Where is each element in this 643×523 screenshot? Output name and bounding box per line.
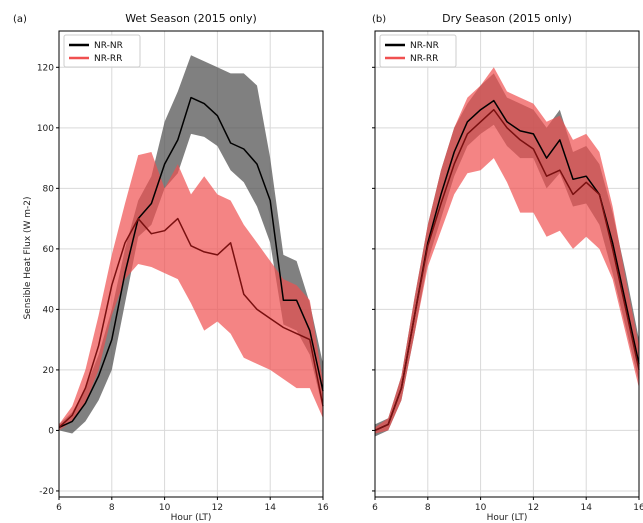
panel-tag: (b) <box>372 14 386 25</box>
x-tick-label: 16 <box>633 503 643 513</box>
x-tick-label: 12 <box>528 503 539 513</box>
x-tick-label: 12 <box>212 503 223 513</box>
series-line-rr <box>58 217 324 428</box>
x-tick-label: 16 <box>317 503 329 513</box>
x-tick-label: 8 <box>109 503 115 513</box>
legend-label-rr: NR-RR <box>410 54 438 64</box>
series-band-nr <box>59 55 323 434</box>
legend-label-rr: NR-RR <box>94 54 122 64</box>
panel-tag: (a) <box>13 14 27 25</box>
x-tick-label: 6 <box>372 503 378 513</box>
panel-dry-season: 6 8 10 12 14 16 Dry Season (2015 only) (b) Hour … <box>372 12 643 523</box>
y-tick-label: 0 <box>48 426 54 436</box>
x-tick-label: 14 <box>580 503 592 513</box>
y-tick-label: 40 <box>43 305 55 315</box>
series-band-rr <box>59 152 323 431</box>
series-line-rr <box>374 108 640 432</box>
x-tick-label: 10 <box>159 503 171 513</box>
x-tick-label: 6 <box>56 503 62 513</box>
y-tick-label: 100 <box>37 124 54 134</box>
x-tick-label: 14 <box>264 503 276 513</box>
y-tick-label: -20 <box>39 487 54 497</box>
series-band-rr <box>375 67 639 434</box>
chart-title: Dry Season (2015 only) <box>442 12 572 25</box>
plot-frame <box>374 30 640 498</box>
plot-frame <box>58 30 324 498</box>
x-tick-label: 8 <box>425 503 431 513</box>
chart-title: Wet Season (2015 only) <box>125 12 257 25</box>
series-line-nr <box>58 96 324 429</box>
x-axis-label: Hour (LT) <box>171 513 212 523</box>
x-axis-label: Hour (LT) <box>487 513 528 523</box>
panel-wet-season: 6 8 10 12 14 16 -20 0 20 40 60 80 100 120 Wet Season (… <box>13 12 329 523</box>
y-tick-label: 60 <box>43 245 55 255</box>
legend-label-nr: NR-NR <box>410 41 439 51</box>
y-axis-label: Sensible Heat Flux (W m-2) <box>23 196 33 319</box>
y-tick-label: 20 <box>43 366 55 376</box>
y-tick-label: 120 <box>37 63 54 73</box>
y-tick-label: 80 <box>43 184 55 194</box>
legend-label-nr: NR-NR <box>94 41 123 51</box>
x-tick-label: 10 <box>475 503 487 513</box>
